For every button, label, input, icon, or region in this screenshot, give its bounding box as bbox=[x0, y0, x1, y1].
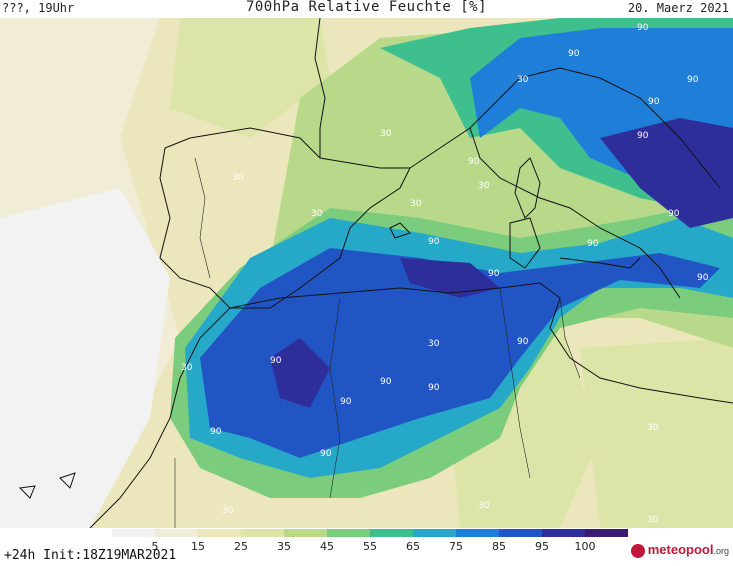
very-dry-area bbox=[0, 188, 170, 528]
moderate-area-east bbox=[580, 338, 733, 528]
contour-label: 90 bbox=[428, 383, 440, 393]
color-scale-swatch bbox=[112, 529, 155, 537]
contour-label: 90 bbox=[517, 337, 529, 347]
contour-label: 90 bbox=[648, 97, 660, 107]
weather-map: 90 90 90 90 90 90 90 90 90 90 90 90 90 9… bbox=[0, 18, 733, 528]
color-scale-swatch bbox=[284, 529, 327, 537]
contour-label: 90 bbox=[587, 239, 599, 249]
color-scale-label: 5 bbox=[151, 540, 159, 553]
contour-label: 30 bbox=[232, 173, 244, 183]
color-scale-swatch bbox=[456, 529, 499, 537]
contour-label: 90 bbox=[568, 49, 580, 59]
color-scale-swatch bbox=[198, 529, 241, 537]
contour-label: 90 bbox=[380, 377, 392, 387]
contour-label: 30 bbox=[517, 75, 529, 85]
color-scale-label: 95 bbox=[535, 540, 549, 553]
color-scale-swatch bbox=[585, 529, 628, 537]
contour-label: 90 bbox=[270, 356, 282, 366]
color-scale-swatch bbox=[327, 529, 370, 537]
color-scale-swatch bbox=[499, 529, 542, 537]
color-scale-label: 45 bbox=[320, 540, 334, 553]
contour-label: 30 bbox=[478, 501, 490, 511]
saturated-area-central bbox=[400, 258, 500, 298]
contour-label: 90 bbox=[687, 75, 699, 85]
map-footer: 5 15 25 35 45 55 65 75 85 95 100 +24h Init:18Z19MA… bbox=[0, 528, 733, 566]
color-scale-label: 35 bbox=[277, 540, 291, 553]
color-scale-label: 25 bbox=[234, 540, 248, 553]
borders bbox=[174, 157, 581, 528]
contour-label: 30 bbox=[380, 129, 392, 139]
contour-label: 30 bbox=[311, 209, 323, 219]
color-scale-label: 55 bbox=[363, 540, 377, 553]
contour-label: 90 bbox=[210, 427, 222, 437]
contour-label: 90 bbox=[637, 131, 649, 141]
contour-label: 30 bbox=[410, 199, 422, 209]
color-scale-label: 85 bbox=[492, 540, 506, 553]
color-scale-label: 65 bbox=[406, 540, 420, 553]
logo-suffix: .org bbox=[713, 546, 729, 556]
contour-label: 30 bbox=[478, 181, 490, 191]
init-time-label: +24h Init:18Z19MAR2021 bbox=[4, 548, 177, 563]
contour-label: 90 bbox=[340, 397, 352, 407]
color-scale-swatch bbox=[413, 529, 456, 537]
color-scale-bar bbox=[112, 529, 628, 537]
meteopool-logo: meteopool.org bbox=[630, 542, 729, 558]
moderate-area-north bbox=[170, 18, 330, 138]
logo-text: meteopool bbox=[647, 542, 714, 557]
color-scale-swatch bbox=[370, 529, 413, 537]
valid-time-label: ???, 19Uhr bbox=[2, 1, 75, 15]
humidity-field: 90 90 90 90 90 90 90 90 90 90 90 90 90 9… bbox=[0, 18, 733, 528]
contour-label: 90 bbox=[637, 23, 649, 33]
contour-label: 90 bbox=[697, 273, 709, 283]
contour-label: 90 bbox=[488, 269, 500, 279]
contour-label: 30 bbox=[647, 515, 659, 525]
contour-label: 30 bbox=[181, 363, 193, 373]
forecast-date: 20. Maerz 2021 bbox=[627, 1, 729, 15]
contour-label: 90 bbox=[428, 237, 440, 247]
map-title: 700hPa Relative Feuchte [%] bbox=[245, 0, 488, 15]
contour-label: 90 bbox=[468, 157, 480, 167]
color-scale-label: 15 bbox=[191, 540, 205, 553]
contour-label: 30 bbox=[647, 423, 659, 433]
color-scale-swatch bbox=[542, 529, 585, 537]
saturated-area-south bbox=[270, 338, 330, 408]
color-scale-label: 75 bbox=[449, 540, 463, 553]
coastlines bbox=[18, 18, 733, 528]
contour-label: 30 bbox=[222, 506, 234, 516]
color-scale-swatch bbox=[241, 529, 284, 537]
logo-icon bbox=[630, 543, 645, 558]
contour-label-group: 90 90 90 90 90 90 90 90 90 90 90 90 90 9… bbox=[181, 23, 709, 525]
contour-label: 90 bbox=[320, 449, 332, 459]
map-header: ???, 19Uhr 700hPa Relative Feuchte [%] 2… bbox=[0, 0, 733, 18]
color-scale-label: 100 bbox=[574, 540, 596, 553]
very-wet-core bbox=[200, 248, 720, 458]
color-scale-swatch bbox=[155, 529, 198, 537]
saturated-area-east bbox=[600, 118, 733, 228]
contour-label: 30 bbox=[428, 339, 440, 349]
contour-label: 90 bbox=[668, 209, 680, 219]
